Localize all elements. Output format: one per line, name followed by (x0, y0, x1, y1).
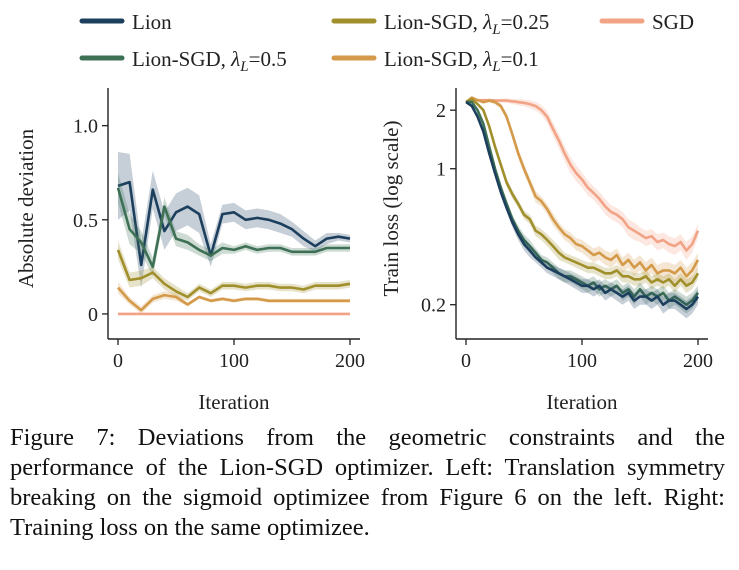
x-tick-label: 100 (567, 350, 597, 372)
series-line-lion-sgd-01 (117, 286, 350, 312)
series-line-lion-sgd-05 (466, 100, 700, 307)
plot-area (465, 96, 700, 319)
series-band-lion (118, 152, 350, 288)
legend-label: SGD (652, 10, 694, 34)
legend-item-sgd: SGD (599, 10, 694, 34)
y-tick-label: 0.2 (421, 295, 446, 317)
left-chart-deviation: 0 100 200 0 0.5 1.0 Iteration Absolute deviatio… (14, 88, 365, 414)
x-tick-label: 0 (113, 350, 123, 372)
x-axis-label: Iteration (546, 390, 618, 414)
x-tick-label: 100 (219, 350, 249, 372)
y-axis-label: Absolute deviation (14, 128, 38, 288)
series-band-lion-sgd-025 (118, 240, 350, 301)
legend-label: Lion-SGD, λL=0.25 (384, 10, 549, 38)
legend: Lion Lion-SGD, λL=0.25 SGD Lion-SGD, λL=0.5… (79, 10, 694, 75)
caption-text: Deviations from the geometric constraint… (10, 424, 726, 541)
series-band-lion-sgd-05 (118, 172, 350, 277)
plot-area (116, 152, 351, 316)
legend-item-lion: Lion (79, 10, 172, 34)
series-band-lion-sgd-05 (466, 101, 698, 314)
figure-caption: Figure 7: Deviations from the geometric … (10, 423, 725, 543)
series-line-lion-sgd-05 (116, 187, 350, 269)
legend-label: Lion (132, 10, 172, 34)
legend-item-lion-sgd-025: Lion-SGD, λL=0.25 (331, 10, 549, 38)
x-tick-label: 200 (335, 350, 365, 372)
y-tick-label: 0 (88, 304, 98, 326)
y-axis-label: Train loss (log scale) (379, 121, 403, 297)
y-tick-label: 1.0 (73, 116, 98, 138)
y-tick-label: 2 (436, 100, 446, 122)
series-line-lion-sgd-01 (465, 96, 700, 278)
series-line-lion (465, 101, 700, 311)
legend-item-lion-sgd-05: Lion-SGD, λL=0.5 (79, 47, 287, 75)
legend-item-lion-sgd-01: Lion-SGD, λL=0.1 (331, 47, 539, 75)
legend-label: Lion-SGD, λL=0.1 (384, 47, 539, 75)
series-line-sgd (465, 97, 700, 252)
y-tick-label: 1 (436, 159, 446, 181)
caption-label: Figure 7: (10, 424, 116, 451)
series-line-lion-sgd-025 (465, 97, 700, 288)
legend-label: Lion-SGD, λL=0.5 (132, 47, 287, 75)
right-chart-train-loss: 0 100 200 0.2 1 2 Iteration Train loss (log sca… (379, 88, 713, 414)
figure: Lion Lion-SGD, λL=0.25 SGD Lion-SGD, λL=0.5… (14, 10, 713, 414)
series-band-lion-sgd-01 (466, 96, 698, 286)
x-tick-label: 200 (683, 350, 713, 372)
series-line-lion-sgd-025 (116, 249, 351, 299)
series-line-lion (117, 180, 351, 267)
y-tick-label: 0.5 (73, 210, 98, 232)
x-axis-label: Iteration (198, 390, 270, 414)
x-tick-label: 0 (461, 350, 471, 372)
series-band-lion (466, 101, 698, 319)
